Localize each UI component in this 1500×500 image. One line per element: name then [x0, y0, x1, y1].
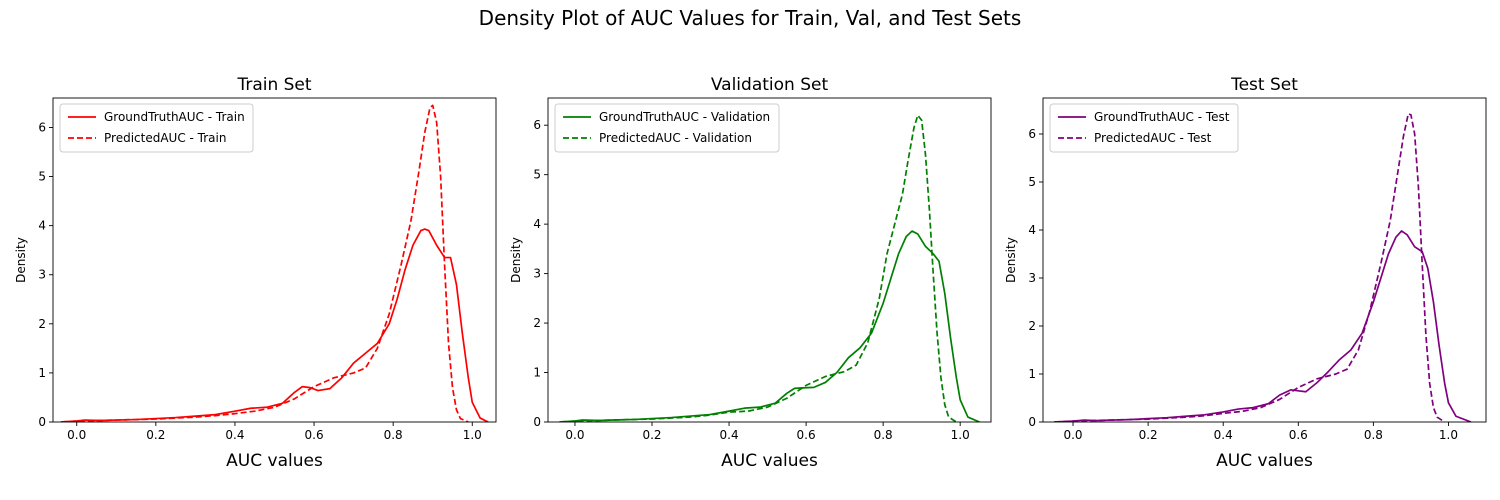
y-tick-label: 3 — [38, 268, 46, 282]
x-axis-label: AUC values — [1216, 451, 1313, 471]
series-line-predicted — [559, 114, 957, 422]
y-tick-label: 3 — [1028, 271, 1036, 285]
legend-entry-label: PredictedAUC - Validation — [599, 131, 752, 145]
y-tick-label: 5 — [1028, 175, 1036, 189]
y-tick-label: 1 — [533, 366, 541, 380]
subplot-2: 0.0 0.2 0.4 0.6 0.8 1.0 0 1 2 3 4 5 6 Test Set AUC val… — [1004, 75, 1487, 471]
subplot-title: Test Set — [1230, 75, 1298, 95]
y-tick-label: 4 — [533, 217, 541, 231]
x-tick-label: 0.2 — [642, 428, 661, 442]
y-tick-label: 3 — [533, 267, 541, 281]
y-tick-label: 2 — [38, 317, 46, 331]
x-tick-label: 0.2 — [146, 428, 165, 442]
legend-box — [1049, 103, 1239, 153]
y-tick-label: 0 — [533, 415, 541, 429]
series-line-groundtruth — [559, 230, 980, 422]
x-tick-label: 0.8 — [874, 428, 893, 442]
x-tick-label: 1.0 — [463, 428, 482, 442]
series-line-groundtruth — [1054, 230, 1472, 422]
y-axis-label: Density — [509, 237, 523, 283]
x-tick-label: 0.4 — [225, 428, 244, 442]
x-axis-label: AUC values — [721, 451, 818, 471]
x-tick-label: 0.0 — [67, 428, 86, 442]
legend-entry-label: GroundTruthAUC - Validation — [599, 110, 770, 124]
x-tick-label: 0.8 — [384, 428, 403, 442]
x-tick-label: 0.4 — [720, 428, 739, 442]
axes-frame — [547, 97, 992, 423]
y-tick-label: 0 — [1028, 415, 1036, 429]
y-tick-label: 5 — [38, 170, 46, 184]
subplot-title: Train Set — [236, 75, 311, 95]
legend-entry-label: GroundTruthAUC - Test — [1094, 110, 1230, 124]
x-tick-label: 0.0 — [1063, 428, 1082, 442]
legend: GroundTruthAUC - Test PredictedAUC - Test — [1049, 103, 1239, 153]
x-tick-label: 0.4 — [1214, 428, 1233, 442]
y-axis-label: Density — [14, 237, 28, 283]
figure-title: Density Plot of AUC Values for Train, Va… — [478, 6, 1022, 30]
x-tick-label: 1.0 — [1439, 428, 1458, 442]
legend: GroundTruthAUC - Validation PredictedAUC … — [554, 103, 780, 153]
subplot-1: 0.0 0.2 0.4 0.6 0.8 1.0 0 1 2 3 4 5 6 Validation Set A… — [509, 75, 992, 471]
y-tick-label: 0 — [38, 415, 46, 429]
legend-entry-label: GroundTruthAUC - Train — [104, 110, 245, 124]
series-line-predicted — [60, 104, 469, 422]
legend-box — [554, 103, 780, 153]
legend-entry-label: PredictedAUC - Test — [1094, 131, 1212, 145]
x-tick-label: 1.0 — [951, 428, 970, 442]
x-tick-label: 0.6 — [797, 428, 816, 442]
y-tick-label: 5 — [533, 168, 541, 182]
x-tick-label: 0.6 — [305, 428, 324, 442]
y-tick-label: 6 — [533, 118, 541, 132]
legend-box — [59, 103, 254, 153]
y-tick-label: 4 — [38, 219, 46, 233]
y-tick-label: 2 — [1028, 319, 1036, 333]
y-tick-label: 6 — [38, 120, 46, 134]
x-tick-label: 0.6 — [1289, 428, 1308, 442]
y-tick-label: 1 — [1028, 367, 1036, 381]
subplot-0: 0.0 0.2 0.4 0.6 0.8 1.0 0 1 2 3 4 5 6 Train Set AUC va… — [14, 75, 497, 471]
x-axis-label: AUC values — [226, 451, 323, 471]
y-tick-label: 2 — [533, 316, 541, 330]
axes-frame — [52, 97, 497, 423]
subplot-title: Validation Set — [711, 75, 829, 95]
legend: GroundTruthAUC - Train PredictedAUC - Tra… — [59, 103, 254, 153]
x-tick-label: 0.0 — [565, 428, 584, 442]
x-tick-label: 0.8 — [1364, 428, 1383, 442]
legend-entry-label: PredictedAUC - Train — [104, 131, 226, 145]
series-line-groundtruth — [60, 228, 489, 422]
y-tick-label: 4 — [1028, 223, 1036, 237]
series-line-predicted — [1054, 112, 1446, 422]
y-tick-label: 6 — [1028, 127, 1036, 141]
y-axis-label: Density — [1004, 237, 1018, 283]
y-tick-label: 1 — [38, 366, 46, 380]
x-tick-label: 0.2 — [1139, 428, 1158, 442]
axes-frame — [1042, 97, 1487, 423]
